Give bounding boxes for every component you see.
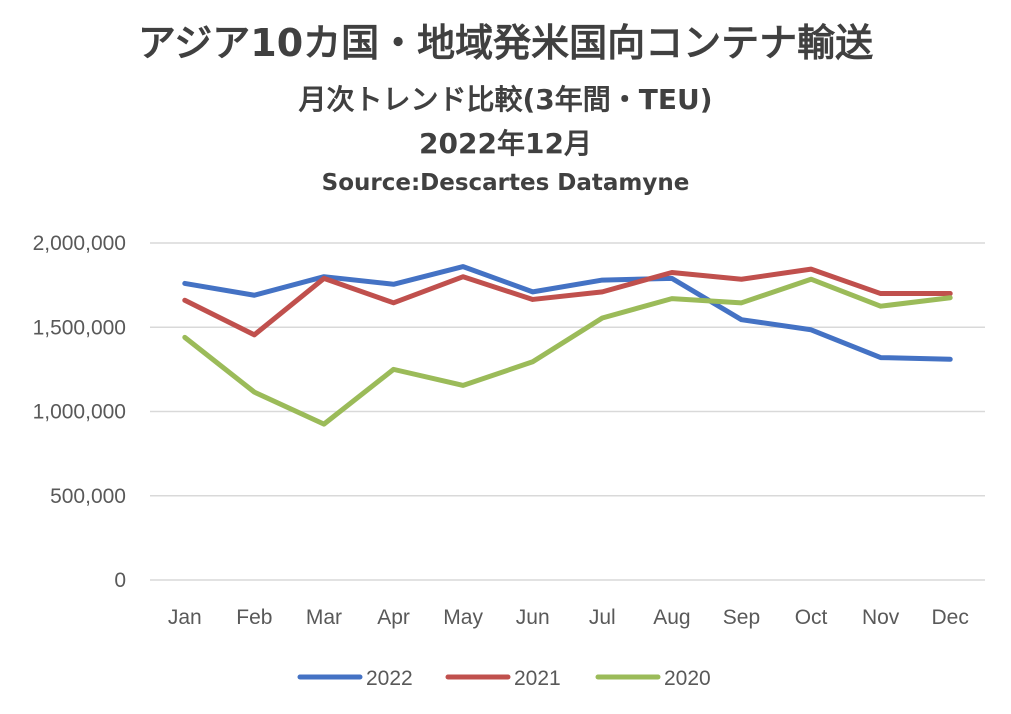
x-tick-label: Mar	[306, 606, 342, 629]
x-tick-label: Jun	[516, 606, 550, 629]
series-line-2021	[182, 266, 953, 338]
legend-label-2020: 2020	[664, 667, 711, 690]
chart-subtitle: 月次トレンド比較(3年間・TEU)	[298, 83, 713, 116]
x-tick-label: Sep	[723, 606, 760, 629]
series-line-2020	[182, 276, 953, 427]
x-tick-label: May	[443, 606, 483, 629]
x-tick-label: Jan	[168, 606, 202, 629]
y-tick-label: 0	[114, 569, 126, 592]
series-lines	[182, 264, 953, 427]
y-tick-label: 500,000	[50, 485, 126, 508]
legend-label-2021: 2021	[514, 667, 561, 690]
x-tick-label: Dec	[932, 606, 969, 629]
x-tick-label: Feb	[236, 606, 272, 629]
chart-source: Source:Descartes Datamyne	[321, 170, 690, 196]
x-tick-label: Jul	[589, 606, 616, 629]
chart-period: 2022年12月	[419, 127, 592, 160]
x-tick-label: Aug	[653, 606, 690, 629]
chart-title: アジア10カ国・地域発米国向コンテナ輸送	[137, 21, 874, 65]
x-tick-label: Apr	[377, 606, 410, 629]
y-tick-label: 1,500,000	[33, 316, 126, 339]
series-line-2022	[182, 264, 953, 362]
gridlines	[150, 242, 985, 581]
y-tick-label: 1,000,000	[33, 401, 126, 424]
y-axis-ticks: 0 500,000 1,000,000 1,500,000 2,000,000	[33, 232, 126, 592]
x-tick-label: Nov	[862, 606, 900, 629]
x-axis-ticks: Jan Feb Mar Apr May Jun Jul Aug Sep Oct Nov Dec	[168, 606, 969, 629]
legend: 2022 2021 2020	[297, 667, 711, 690]
legend-label-2022: 2022	[366, 667, 413, 690]
y-tick-label: 2,000,000	[33, 232, 126, 255]
x-tick-label: Oct	[795, 606, 828, 629]
